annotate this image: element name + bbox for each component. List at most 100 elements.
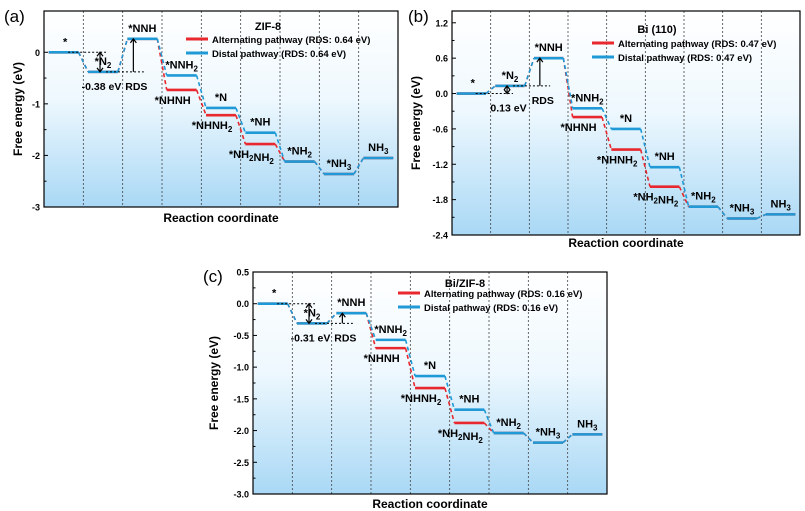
alt-label-1: *NHNH2 <box>401 393 442 407</box>
distal-connector <box>286 303 298 324</box>
alt-label-2: *NH2NH2 <box>633 192 679 209</box>
step-label-5: *NH <box>459 394 479 406</box>
step-label-6: *NH2 <box>287 146 312 160</box>
distal-connector <box>483 409 495 434</box>
step-label-7: *NH3 <box>327 158 352 172</box>
panel-title: Bi (110) <box>637 24 676 36</box>
alt-label-1: *NHNH2 <box>597 155 638 169</box>
distal-connector <box>717 206 728 219</box>
distal-connector <box>326 312 337 324</box>
distal-connector <box>156 38 168 76</box>
panel-label: (b) <box>408 7 429 26</box>
distal-connector <box>353 157 365 175</box>
step-label-0: * <box>471 78 476 90</box>
y-tick-label: -0.6 <box>432 124 448 134</box>
step-label-2: *NNH <box>535 42 563 54</box>
legend-distal: Distal pathway (RDS: 0.47 eV) <box>618 53 752 64</box>
alt-label-1: *NHNH2 <box>192 120 233 134</box>
distal-connector <box>523 57 535 87</box>
alternating-connector <box>195 89 207 116</box>
distal-connector <box>756 213 767 220</box>
y-tick-label: -2.5 <box>233 458 249 468</box>
energy-arrow-head <box>96 67 104 73</box>
rds-arrow-head <box>129 37 137 44</box>
y-tick-label: -2.0 <box>233 426 249 436</box>
distal-connector <box>485 85 496 95</box>
step-label-2: *NNH <box>337 297 365 309</box>
energy-arrow-head <box>96 51 104 57</box>
y-axis-label: Free energy (eV) <box>409 76 423 170</box>
rds-annotation: RDS <box>334 332 356 344</box>
step-label-0: * <box>63 36 68 48</box>
plot-background <box>452 11 800 235</box>
alternating-connector <box>601 116 613 150</box>
y-tick-label: 0.0 <box>236 299 249 309</box>
alternating-connector <box>274 143 286 162</box>
y-tick-label: -2 <box>32 151 40 161</box>
step-label-7: *NH3 <box>536 427 561 441</box>
alt-label-2: *NH2NH2 <box>229 149 275 166</box>
rds-annotation: RDS <box>125 81 147 93</box>
panel-c: 0.5 0.0 -0.5 -1.0 -1.5 -2.0 -2.5 -3.0 Reaction c… <box>203 267 608 511</box>
y-tick-label: -1.0 <box>233 363 249 373</box>
distal-connector <box>77 51 89 73</box>
x-axis-label: Reaction coordinate <box>568 236 684 250</box>
step-label-2: *NNH <box>128 23 156 35</box>
legend-alternating: Alternating pathway (RDS: 0.16 eV) <box>424 289 582 300</box>
alt-label-2: *NH2NH2 <box>438 428 484 445</box>
y-tick-label: -1.8 <box>432 195 448 205</box>
distal-connector <box>562 58 574 109</box>
step-label-5: *NH <box>250 117 270 129</box>
y-tick-label: 0.0 <box>435 89 448 99</box>
rds-annotation: RDS <box>532 95 554 107</box>
y-tick-label: -0.5 <box>233 331 249 341</box>
energy-arrow-head <box>503 89 511 95</box>
y-tick-label: -1.5 <box>233 394 249 404</box>
step-label-6: *NH2 <box>691 191 716 205</box>
rds-arrow-head <box>338 312 346 318</box>
energy-annotation: 0.13 eV <box>490 103 526 115</box>
step-label-3: *NNH2 <box>165 59 198 73</box>
distal-connector <box>404 339 416 377</box>
y-tick-label: -3.0 <box>233 490 249 500</box>
distal-connector <box>601 107 613 130</box>
step-label-1: *N2 <box>95 56 112 70</box>
panel-a: 0 -1 -2 -3 Reaction coordinate Free energy (e… <box>4 7 399 225</box>
distal-connector <box>117 38 129 73</box>
step-label-1: *N2 <box>304 307 321 321</box>
y-tick-label: -2.4 <box>432 231 448 241</box>
distal-connector <box>313 161 325 175</box>
energy-annotation: -0.38 eV <box>82 81 122 93</box>
alternating-connector <box>483 422 495 434</box>
step-label-8: NH3 <box>368 142 389 156</box>
step-label-1: *N2 <box>502 70 519 84</box>
alternating-connector <box>235 114 247 145</box>
y-tick-label: -1.2 <box>432 160 448 170</box>
step-label-3: *NNH2 <box>374 324 407 338</box>
axes-frame <box>43 10 399 208</box>
energy-arrow-head <box>503 84 511 91</box>
distal-connector <box>195 75 207 109</box>
step-label-3: *NNH2 <box>571 92 604 106</box>
alternating-connector <box>365 313 377 349</box>
step-label-8: NH3 <box>770 198 791 212</box>
y-tick-label: -3 <box>32 203 40 213</box>
energy-arrow-head <box>305 302 313 309</box>
plot-background <box>253 272 607 494</box>
panel-title: Bi/ZIF-8 <box>445 278 485 290</box>
panel-label: (c) <box>203 267 223 286</box>
distal-connector <box>523 432 534 444</box>
y-axis-label: Free energy (eV) <box>207 336 221 430</box>
distal-connector <box>365 312 377 341</box>
legend-distal: Distal pathway (RDS: 0.64 eV) <box>212 49 346 60</box>
energy-annotation: -0.31 eV <box>291 332 331 344</box>
y-tick-label: 1.2 <box>435 18 448 28</box>
step-label-4: *N <box>215 92 227 104</box>
distal-connector <box>562 433 573 444</box>
y-tick-label: -1 <box>32 99 40 109</box>
step-label-0: * <box>272 288 277 300</box>
distal-connector <box>274 132 286 162</box>
y-axis-label: Free energy (eV) <box>11 62 25 156</box>
alt-label-0: *NHNH <box>155 95 191 107</box>
alternating-connector <box>678 186 690 208</box>
